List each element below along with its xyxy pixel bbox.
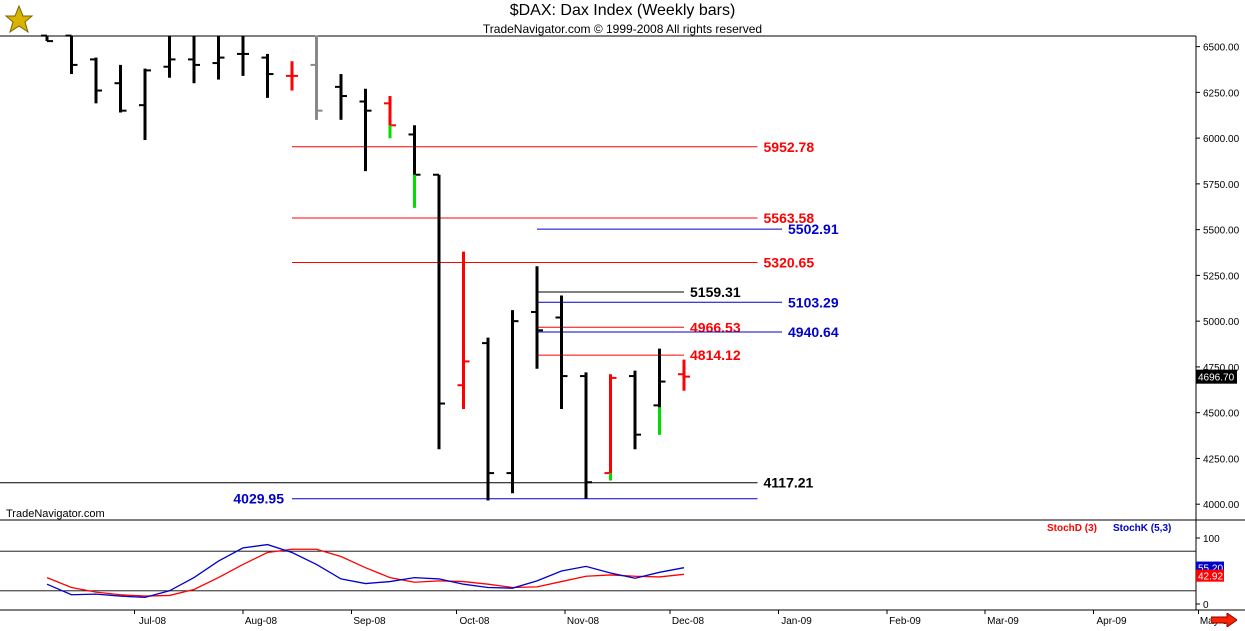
x-tick-label: Sep-08 xyxy=(353,616,386,627)
level-label: 4966.53 xyxy=(690,319,741,335)
watermark-text: TradeNavigator.com xyxy=(6,508,105,520)
price-y-axis: 6500.00 6250.00 6000.00 5750.00 5500.00 5250.… xyxy=(1196,43,1240,511)
level-label: 5320.65 xyxy=(764,254,815,270)
x-tick-label: Feb-09 xyxy=(889,616,921,627)
y-tick-label: 6000.00 xyxy=(1203,134,1240,145)
level-label: 5159.31 xyxy=(690,284,741,300)
x-tick-label: Aug-08 xyxy=(245,616,278,627)
x-tick-label: Nov-08 xyxy=(567,616,600,627)
level-label: 4117.21 xyxy=(764,475,814,491)
stoch-last-value-label: 55.20 xyxy=(1198,564,1223,575)
stoch-last-value-label: 42.92 xyxy=(1198,572,1223,583)
date-x-axis: Jul-08 Aug-08 Sep-08 Oct-08 Nov-08 Dec-08 Jan-… xyxy=(134,610,1234,627)
level-label: 5563.58 xyxy=(764,210,815,226)
x-tick-label: Apr-09 xyxy=(1096,616,1126,627)
level-label: 5502.91 xyxy=(788,221,839,237)
y-tick-label: 4500.00 xyxy=(1203,409,1240,420)
x-tick-label: Oct-08 xyxy=(459,616,489,627)
level-label: 4940.64 xyxy=(788,324,839,340)
level-label: 4029.95 xyxy=(233,491,284,507)
y-tick-label: 5750.00 xyxy=(1203,180,1240,191)
stoch-line xyxy=(46,548,685,597)
x-tick-label: Dec-08 xyxy=(672,616,705,627)
y-tick-label: 5250.00 xyxy=(1203,271,1240,282)
last-price-label: 4696.70 xyxy=(1198,373,1235,384)
chart-title: $DAX: Dax Index (Weekly bars) xyxy=(509,2,736,19)
stoch-y-tick-label: 0 xyxy=(1203,600,1209,611)
level-label: 5103.29 xyxy=(788,294,839,310)
y-tick-label: 5500.00 xyxy=(1203,226,1240,237)
tradenavigator-logo-icon[interactable] xyxy=(4,4,34,36)
stochastic-panel: StochD (3) StochK (5,3) xyxy=(0,523,1196,599)
y-tick-label: 6500.00 xyxy=(1203,43,1240,54)
copyright-text: TradeNavigator.com © 1999-2008 All right… xyxy=(482,22,763,36)
level-label: 4814.12 xyxy=(690,347,741,363)
scroll-right-arrow-icon[interactable] xyxy=(1211,613,1237,627)
level-label: 5952.78 xyxy=(764,139,815,155)
x-tick-label: Mar-09 xyxy=(987,616,1019,627)
stoch-y-tick-label: 100 xyxy=(1203,534,1220,545)
y-tick-label: 5000.00 xyxy=(1203,317,1240,328)
y-tick-label: 4250.00 xyxy=(1203,454,1240,465)
stoch-line xyxy=(46,543,685,599)
y-tick-label: 6250.00 xyxy=(1203,88,1240,99)
stoch-legend-label: StochK (5,3) xyxy=(1113,523,1171,534)
price-bars xyxy=(41,34,690,501)
x-tick-label: Jan-09 xyxy=(781,616,812,627)
stoch-legend-label: StochD (3) xyxy=(1047,523,1097,534)
y-tick-label: 4000.00 xyxy=(1203,500,1240,511)
y-tick-label: 4750.00 xyxy=(1203,363,1240,374)
last-price-box xyxy=(1196,369,1237,384)
stoch-last-value-box xyxy=(1196,569,1224,582)
x-tick-label: Jul-08 xyxy=(139,616,167,627)
